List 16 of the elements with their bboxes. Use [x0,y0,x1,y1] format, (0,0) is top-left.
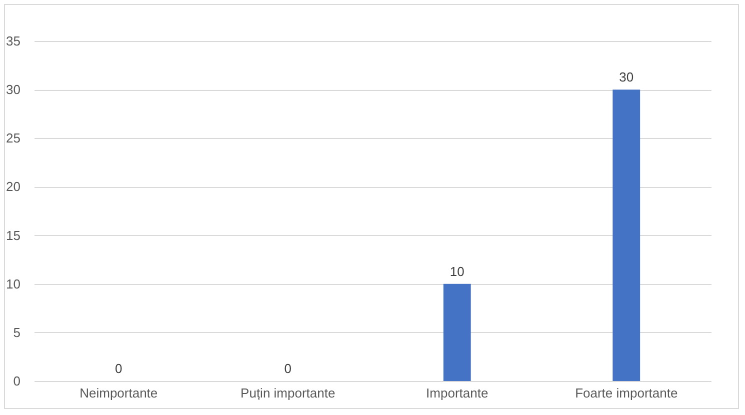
y-tick-label: 10 [6,276,20,292]
y-tick-label: 30 [6,82,20,98]
y-tick-label: 25 [6,130,20,146]
y-tick-label: 20 [6,179,20,194]
data-label: 0 [284,361,292,376]
y-tick-label: 35 [6,34,20,48]
y-tick-label: 0 [13,374,20,388]
y-tick-label: 15 [6,228,20,243]
data-label: 10 [450,264,464,279]
data-label: 0 [115,361,122,376]
data-label: 30 [619,70,634,85]
x-tick-label: Importante [426,386,488,400]
x-tick-label: Puțin importante [240,386,336,400]
x-tick-label: Foarte importante [575,386,678,400]
y-tick-label: 5 [13,324,20,340]
x-tick-label: Neimportante [80,386,158,400]
